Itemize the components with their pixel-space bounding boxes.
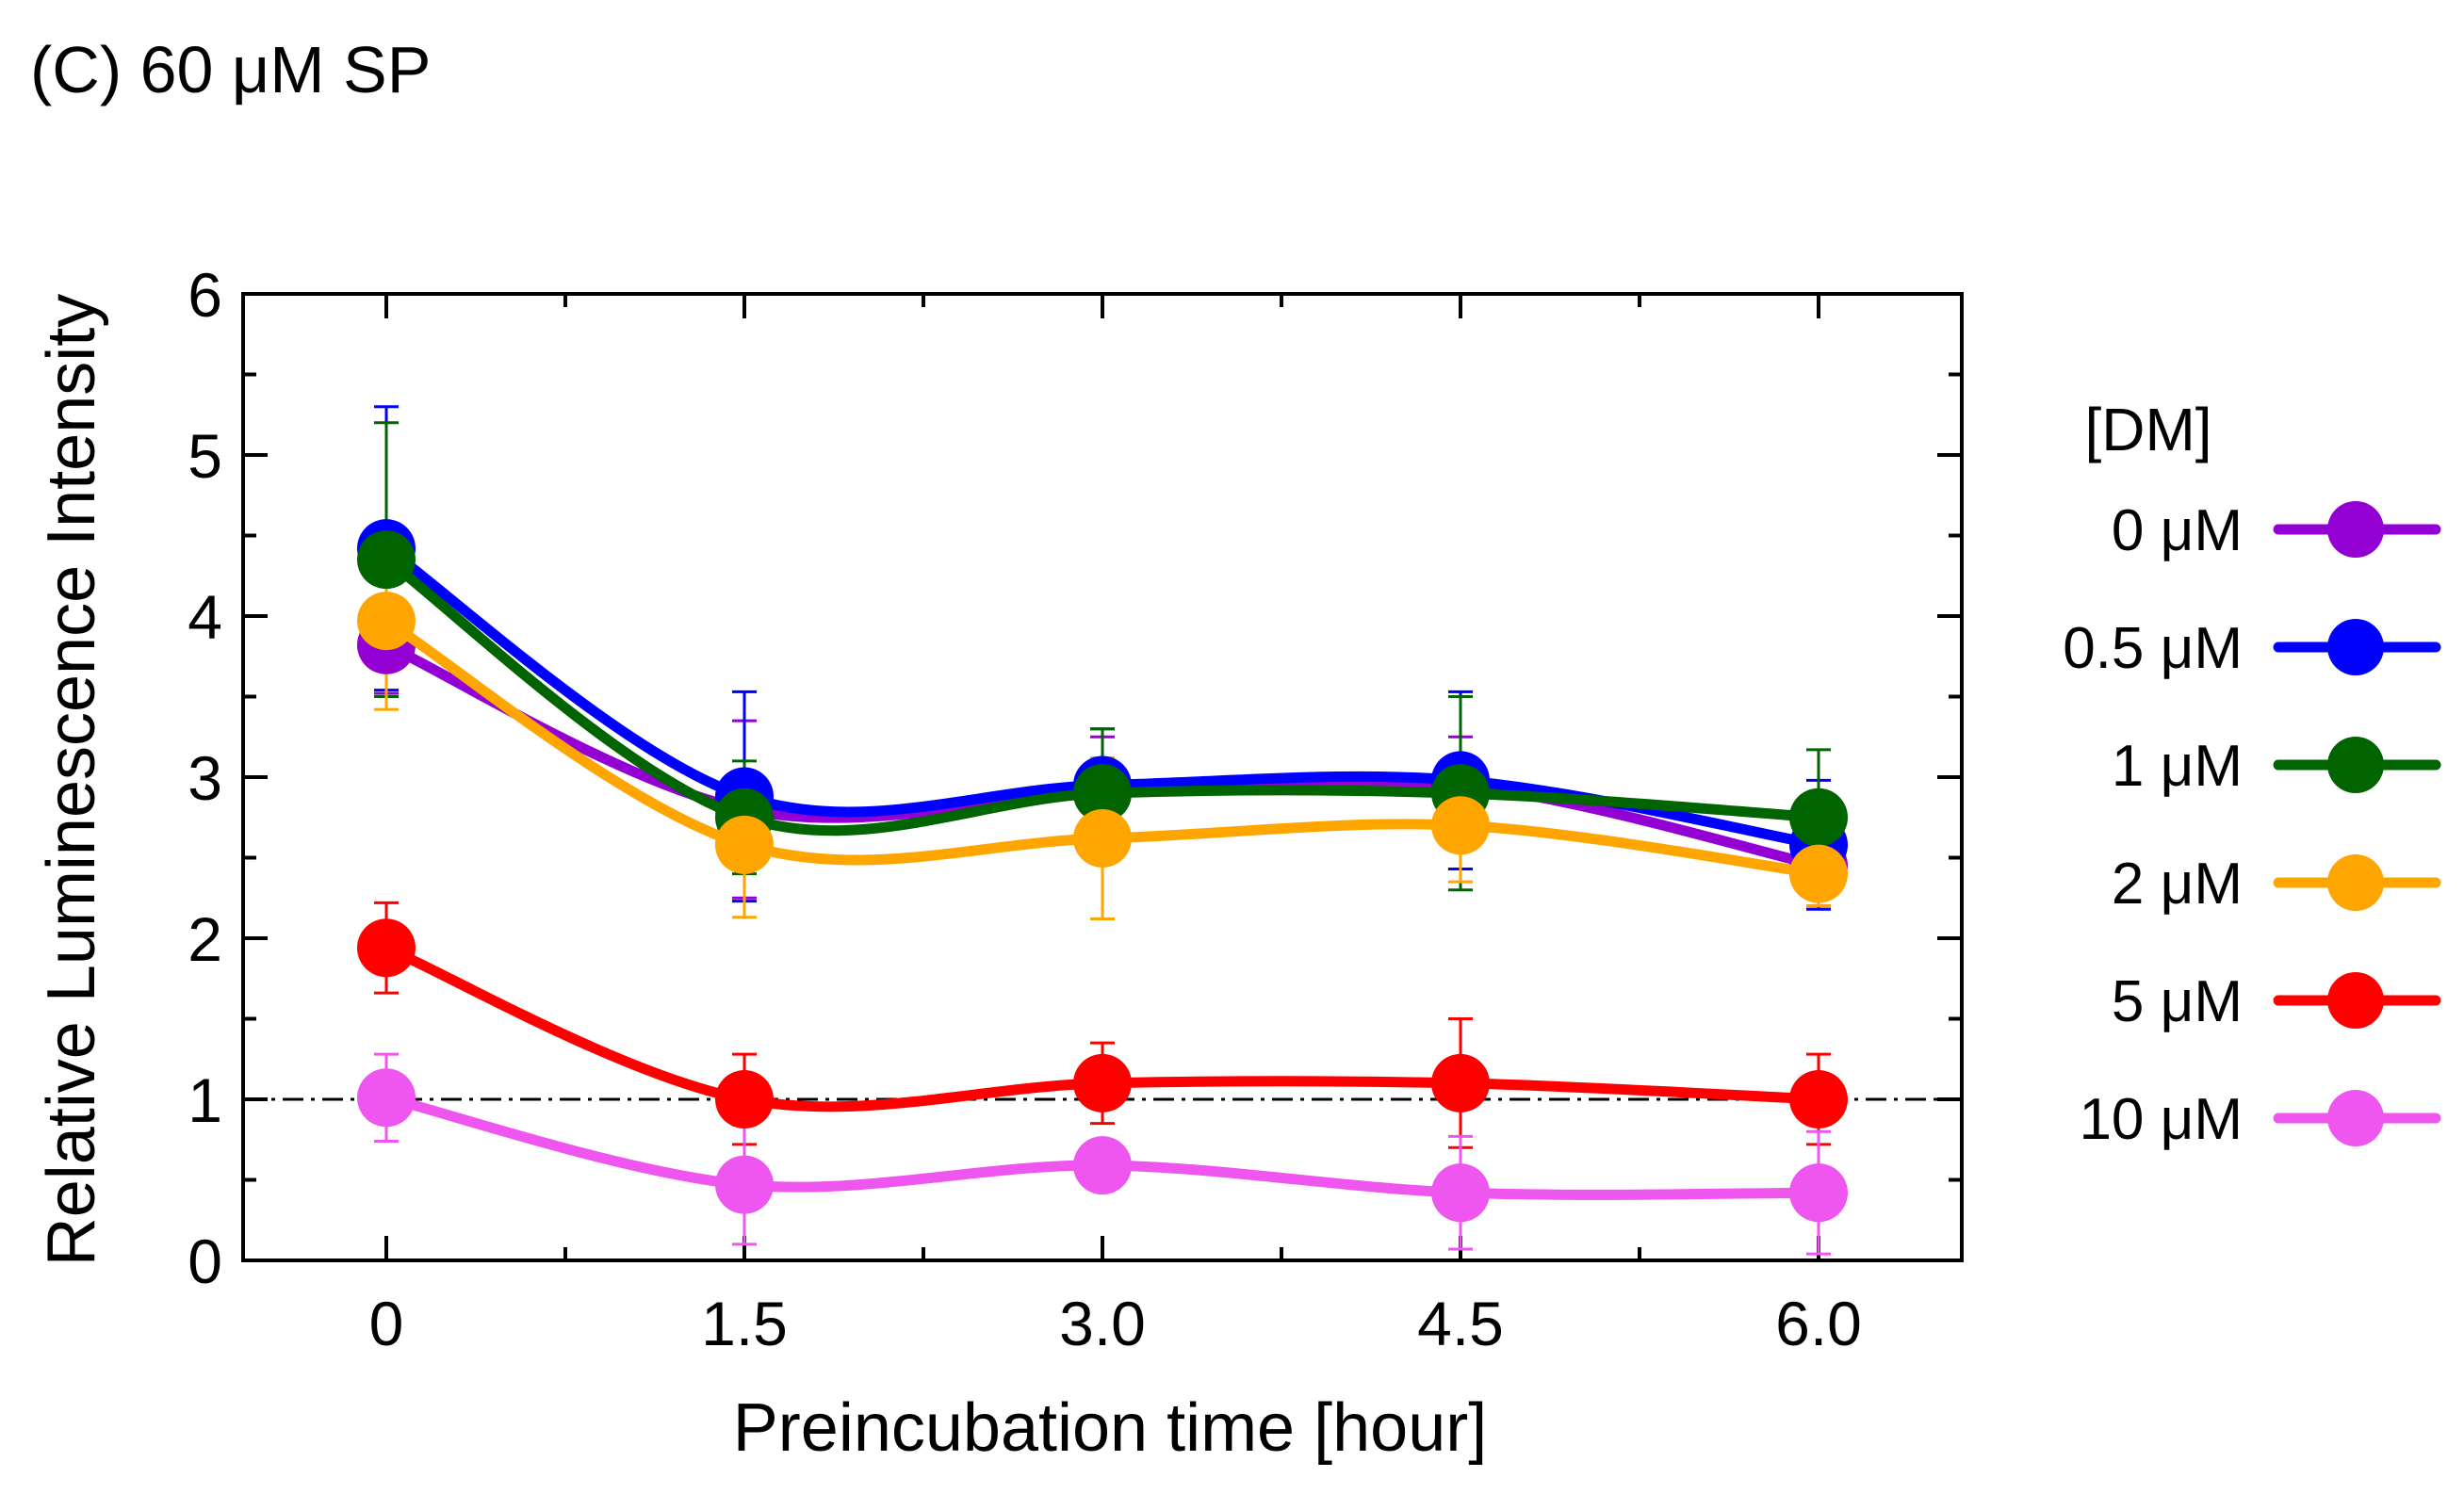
plot-layer: 0 1 2 3 4 5 6 0 1.5 3.0 4.5 6.0 [188, 260, 1964, 1358]
data-point [1789, 1070, 1848, 1129]
legend-label: 1 μM [2112, 734, 2243, 799]
data-point [1431, 796, 1490, 855]
data-point [357, 1068, 416, 1128]
legend-label: 0.5 μM [2063, 616, 2243, 681]
data-point [357, 918, 416, 978]
legend-marker [2327, 501, 2384, 558]
legend-marker [2327, 737, 2384, 793]
x-tick-label: 1.5 [701, 1289, 788, 1358]
legend: 0 μM 0.5 μM 1 μM 2 μM 5 μM 10 μM [2063, 498, 2441, 1152]
data-point [1073, 1136, 1132, 1195]
legend-label: 10 μM [2079, 1087, 2243, 1152]
y-tick-label: 6 [188, 260, 222, 330]
legend-marker [2327, 972, 2384, 1029]
legend-label: 5 μM [2112, 969, 2243, 1034]
y-tick-label: 3 [188, 743, 222, 813]
legend-marker [2327, 1090, 2384, 1146]
y-tick-label: 5 [188, 421, 222, 491]
data-point [1073, 764, 1132, 823]
y-tick-label: 2 [188, 904, 222, 974]
data-point [1431, 1163, 1490, 1223]
legend-title: [DM] [2084, 396, 2211, 463]
y-tick-label: 1 [188, 1065, 222, 1135]
legend-marker [2327, 619, 2384, 675]
x-tick-label: 4.5 [1417, 1289, 1504, 1358]
x-tick-label: 3.0 [1059, 1289, 1146, 1358]
y-axis-label: Relative Luminescence Intensity [34, 294, 109, 1267]
data-point [1073, 1053, 1132, 1112]
x-tick-label: 0 [369, 1289, 404, 1358]
data-point [1789, 844, 1848, 903]
data-point [357, 592, 416, 651]
legend-label: 0 μM [2112, 498, 2243, 563]
data-point [715, 1070, 774, 1129]
data-point [1789, 1163, 1848, 1223]
data-point [1789, 788, 1848, 847]
chart-title: (C) 60 μM SP [30, 33, 431, 106]
data-point [715, 1155, 774, 1214]
legend-label: 2 μM [2112, 852, 2243, 917]
y-tick-label: 4 [188, 582, 222, 652]
x-axis-label: Preincubation time [hour] [733, 1390, 1487, 1466]
data-point [1073, 808, 1132, 868]
legend-marker [2327, 854, 2384, 911]
x-tick-label: 6.0 [1775, 1289, 1862, 1358]
y-tick-label: 0 [188, 1226, 222, 1296]
data-point [357, 530, 416, 590]
data-point [1431, 1053, 1490, 1112]
data-point [715, 815, 774, 874]
